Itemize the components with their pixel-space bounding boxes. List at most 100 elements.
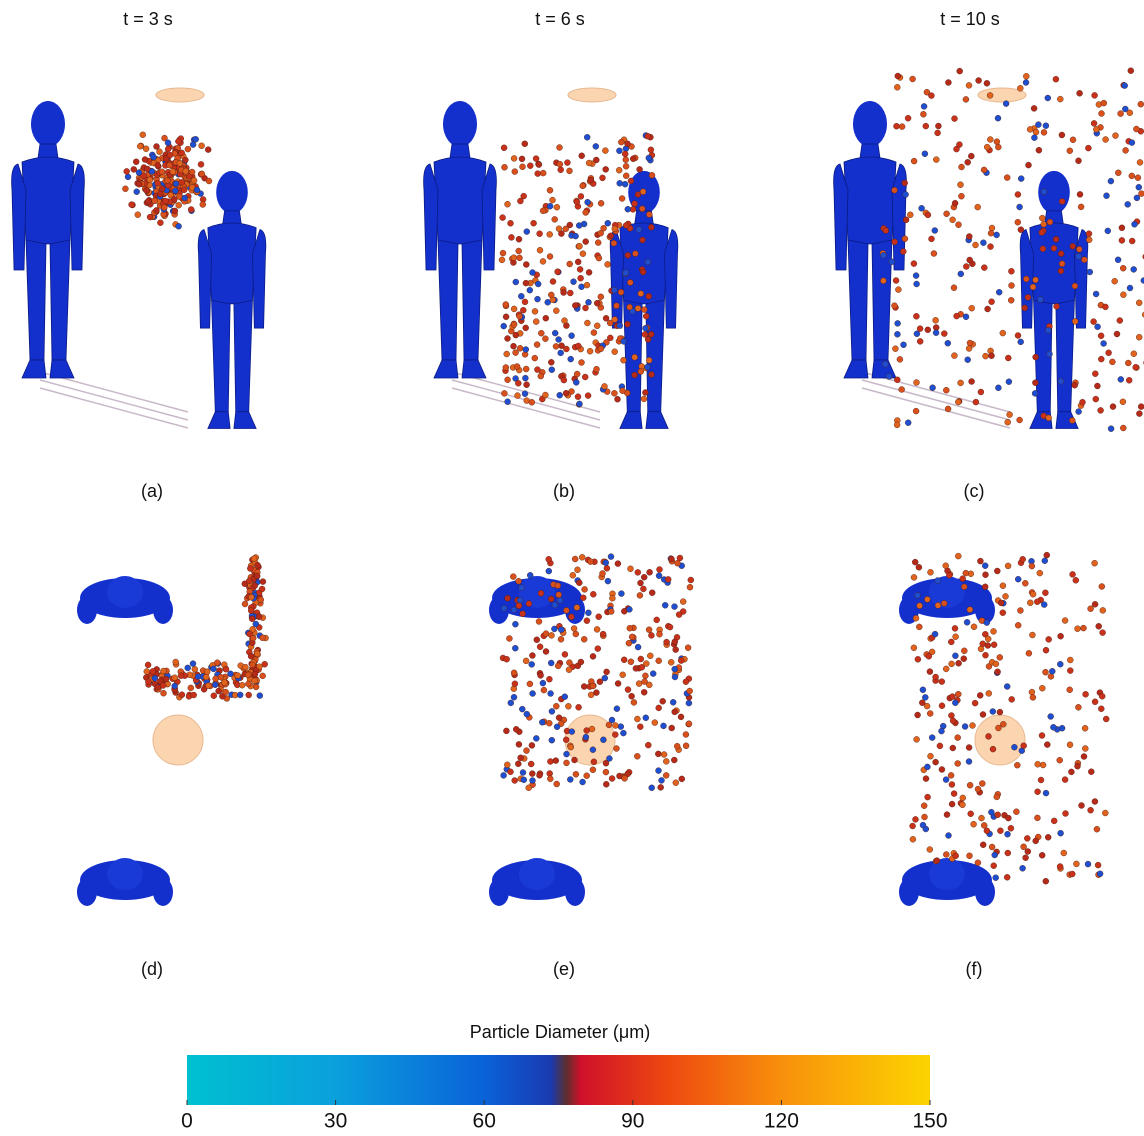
particle [991, 863, 997, 869]
particle [919, 205, 925, 211]
particle [1088, 769, 1094, 775]
particle [176, 202, 182, 208]
particle [1101, 100, 1107, 106]
particle [1097, 871, 1103, 877]
particle [573, 379, 579, 385]
particle [586, 269, 592, 275]
particle [935, 123, 941, 129]
particle [963, 264, 969, 270]
particle [645, 133, 651, 139]
body-part [26, 240, 46, 360]
particle [605, 578, 611, 584]
particle [248, 653, 254, 659]
particle [658, 784, 664, 790]
body-part [22, 360, 46, 378]
particle [590, 767, 596, 773]
particle [928, 569, 934, 575]
particle [520, 164, 526, 170]
particle [516, 236, 522, 242]
particle [626, 606, 632, 612]
particle [989, 299, 995, 305]
human-top-view [489, 858, 585, 906]
particle [1138, 404, 1144, 410]
particle [1133, 126, 1139, 132]
particle [520, 770, 526, 776]
particle [894, 123, 900, 129]
particle [587, 348, 593, 354]
particle [648, 147, 654, 153]
particle [578, 659, 584, 665]
particle [590, 591, 596, 597]
particle [194, 187, 200, 193]
particle [939, 679, 945, 685]
particle [1129, 173, 1135, 179]
particle [567, 168, 573, 174]
particle [591, 759, 597, 765]
particle [943, 563, 949, 569]
particle [573, 771, 579, 777]
particle [556, 337, 562, 343]
particle [916, 564, 922, 570]
particle [561, 377, 567, 383]
particle [533, 319, 539, 325]
particle [1115, 257, 1121, 263]
particle [603, 781, 609, 787]
particle [250, 662, 256, 668]
particle [1129, 238, 1135, 244]
light-source [153, 715, 203, 765]
particle [1127, 285, 1133, 291]
particle [967, 853, 973, 859]
particle [1092, 371, 1098, 377]
particle [952, 700, 958, 706]
particle [176, 194, 182, 200]
particle [1043, 647, 1049, 653]
particle [966, 759, 972, 765]
particle [252, 583, 258, 589]
particle [925, 327, 931, 333]
particle [894, 377, 900, 383]
particle [574, 371, 580, 377]
particle [549, 367, 555, 373]
particle [1136, 411, 1142, 417]
particle [1075, 626, 1081, 632]
particle [650, 671, 656, 677]
particle [688, 577, 694, 583]
particle [984, 144, 990, 150]
particle [1094, 826, 1100, 832]
particle [1009, 696, 1015, 702]
floor-line [862, 380, 1010, 420]
particle [656, 573, 662, 579]
particle [987, 137, 993, 143]
particle [656, 768, 662, 774]
particle [547, 771, 553, 777]
particle [927, 711, 933, 717]
particle [625, 252, 631, 258]
particle [199, 143, 205, 149]
particle [676, 612, 682, 618]
particle [1013, 809, 1019, 815]
particle [927, 669, 933, 675]
particle [1067, 687, 1073, 693]
particle [622, 181, 628, 187]
particle [971, 821, 977, 827]
particle [997, 828, 1003, 834]
particle [1098, 333, 1104, 339]
particle [612, 349, 618, 355]
particle [1035, 761, 1041, 767]
particle [1069, 418, 1075, 424]
particle [680, 599, 686, 605]
particle [1118, 376, 1124, 382]
particle [530, 778, 536, 784]
particle [512, 645, 518, 651]
particle [1098, 407, 1104, 413]
particle [897, 356, 903, 362]
particle [602, 148, 608, 154]
particle [955, 761, 961, 767]
particle [173, 659, 179, 665]
particle [903, 192, 909, 198]
particle [1091, 120, 1097, 126]
particle [998, 600, 1004, 606]
particle [1106, 350, 1112, 356]
particle [925, 794, 931, 800]
particle [555, 583, 561, 589]
